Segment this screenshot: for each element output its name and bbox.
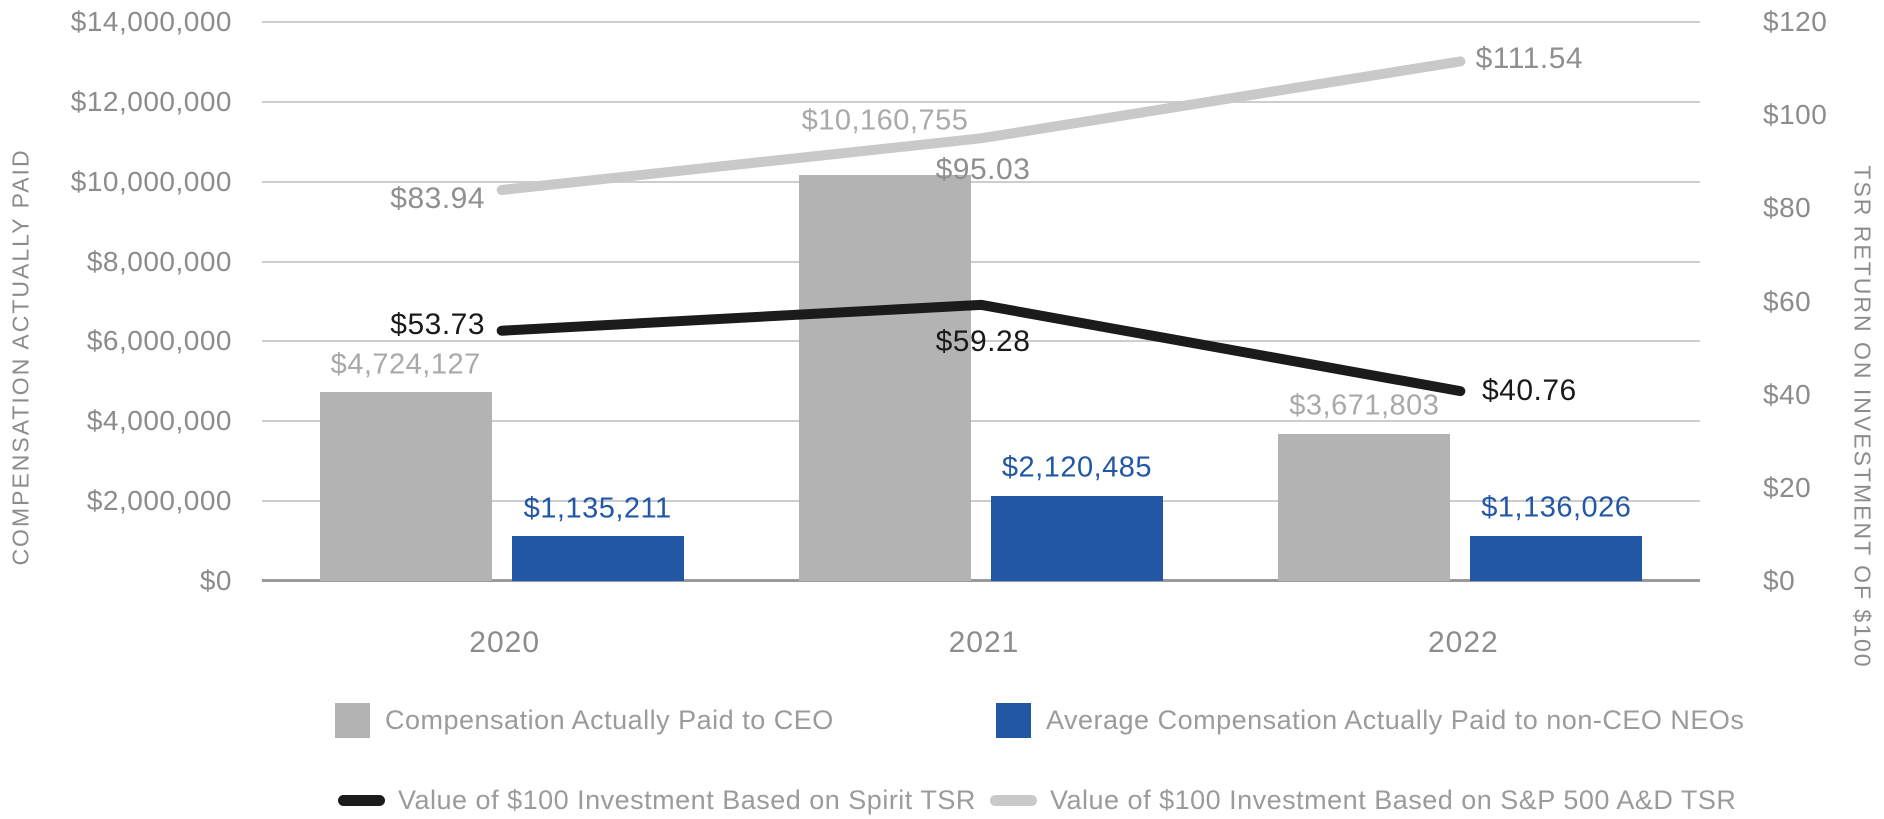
right-axis-tick-label: $80 — [1763, 192, 1812, 224]
line-data-label: $111.54 — [1475, 42, 1584, 76]
gridline — [262, 500, 1700, 503]
right-axis-tick-label: $120 — [1763, 6, 1828, 37]
gridline — [262, 420, 1700, 423]
legend-item-ceo-bar: Compensation Actually Paid to CEO — [335, 703, 834, 738]
gridline — [262, 180, 1700, 183]
right-axis-tick-label: $100 — [1763, 99, 1828, 131]
legend-swatch-neo-bar-icon — [996, 703, 1031, 738]
right-axis-tick-label: $0 — [1763, 565, 1796, 596]
bar-data-label: $10,160,755 — [801, 104, 969, 137]
bar-data-label: $2,120,485 — [1001, 451, 1153, 484]
left-axis-tick-label: $14,000,000 — [70, 6, 232, 37]
right-axis-tick-label: $60 — [1763, 285, 1812, 317]
year-label: 2022 — [1427, 626, 1499, 659]
line-data-label: $95.03 — [935, 153, 1031, 187]
bar-data-label: $3,671,803 — [1289, 389, 1440, 422]
line-data-label: $83.94 — [390, 181, 486, 215]
gridline — [262, 340, 1700, 343]
legend-swatch-sp500-tsr-icon — [990, 795, 1037, 806]
legend-swatch-spirit-tsr-icon — [338, 795, 385, 806]
year-label: 2020 — [469, 626, 541, 659]
neo-bar — [1470, 535, 1643, 581]
line-data-label: $53.73 — [390, 307, 486, 341]
left-axis-tick-label: $12,000,000 — [70, 85, 232, 117]
year-label: 2021 — [948, 626, 1020, 659]
legend-label-sp500-tsr: Value of $100 Investment Based on S&P 50… — [1050, 785, 1737, 815]
x-axis-line — [262, 579, 1700, 582]
left-axis-tick-label: $0 — [199, 565, 232, 596]
left-axis-tick-label: $6,000,000 — [86, 325, 232, 357]
legend-item-neo-bar: Average Compensation Actually Paid to no… — [996, 703, 1744, 738]
spirit-tsr-line — [496, 299, 1466, 397]
ceo-bar — [319, 392, 492, 581]
legend-item-spirit-tsr-line: Value of $100 Investment Based on Spirit… — [338, 785, 976, 816]
gridline — [262, 260, 1700, 263]
ceo-bar — [1278, 434, 1451, 581]
line-data-label: $40.76 — [1481, 374, 1577, 408]
ceo-bar — [799, 175, 971, 581]
neo-bar — [991, 496, 1163, 581]
sp500-tsr-line — [496, 56, 1466, 195]
bar-data-label: $1,135,211 — [523, 492, 672, 525]
left-axis-tick-label: $10,000,000 — [70, 165, 232, 197]
line-data-label: $59.28 — [935, 324, 1031, 358]
right-axis-tick-label: $40 — [1763, 378, 1812, 410]
gridline — [262, 21, 1700, 23]
neo-bar — [511, 535, 684, 581]
bar-data-label: $1,136,026 — [1481, 491, 1632, 524]
left-axis-tick-label: $4,000,000 — [86, 405, 232, 437]
left-axis-tick-label: $8,000,000 — [86, 245, 232, 277]
legend-swatch-ceo-bar-icon — [335, 703, 370, 738]
legend-label-spirit-tsr: Value of $100 Investment Based on Spirit… — [398, 785, 976, 815]
left-axis-tick-label: $2,000,000 — [86, 485, 232, 517]
gridline — [262, 100, 1700, 103]
legend-label-ceo-bar: Compensation Actually Paid to CEO — [385, 705, 834, 735]
bar-data-label: $4,724,127 — [330, 348, 481, 381]
legend-label-neo-bar: Average Compensation Actually Paid to no… — [1046, 705, 1745, 735]
right-axis-tick-label: $20 — [1763, 471, 1812, 503]
legend-item-sp500-tsr-line: Value of $100 Investment Based on S&P 50… — [990, 785, 1736, 816]
